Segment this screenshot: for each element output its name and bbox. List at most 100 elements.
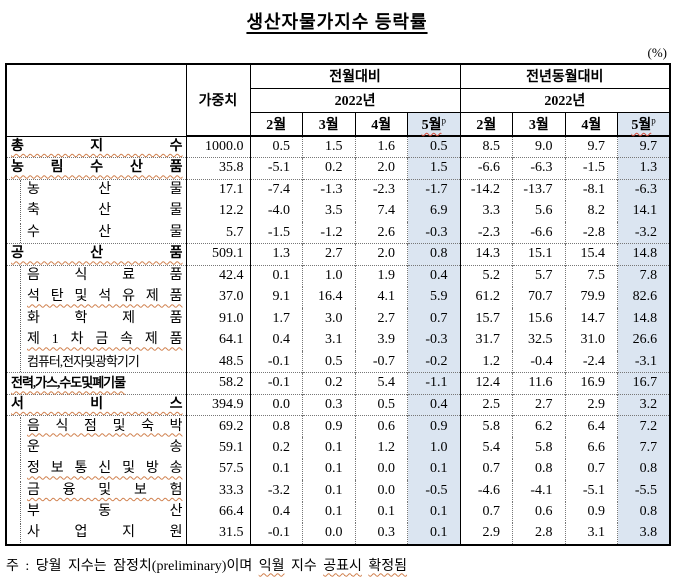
value-cell: 79.9: [564, 286, 618, 308]
value-cell: 2.9: [459, 523, 513, 545]
footnote-segment: 공표시: [323, 558, 362, 574]
value-cell: 0.5: [249, 136, 303, 158]
weight-cell: 64.1: [185, 329, 250, 351]
value-cell: 6.6: [564, 437, 618, 459]
category-label: 전력,가스,수도및폐기물: [11, 375, 126, 391]
value-cell: 0.2: [249, 437, 303, 459]
value-cell: -1.3: [302, 178, 355, 201]
value-cell: 7.5: [564, 264, 618, 287]
value-cell: 31.7: [459, 329, 513, 351]
value-cell: 31.0: [564, 329, 618, 351]
table-row: 총 지 수 1000.0 0.5 1.5 1.6 0.5 8.5 9.0 9.7 9.7: [6, 136, 671, 158]
value-cell: 0.8: [249, 415, 303, 437]
value-cell: 0.9: [302, 415, 355, 437]
value-cell: 6.9: [407, 200, 461, 222]
value-cell: 0.7: [564, 458, 618, 480]
value-cell: 5.9: [407, 286, 461, 308]
value-cell: 0.2: [302, 157, 355, 179]
value-cell: -13.7: [512, 178, 566, 201]
value-cell: 0.4: [249, 329, 303, 351]
weight-header: 가중치: [185, 63, 251, 137]
value-cell: -2.3: [354, 178, 408, 201]
table-row: 금 융 및 보 험 33.3 -3.2 0.1 0.0 -0.5 -4.6 -4.1 -5.1-…: [6, 480, 671, 502]
weight-cell: 58.2: [185, 372, 250, 394]
group-header-yoy: 전년동월대비: [459, 63, 671, 89]
value-cell: -4.1: [512, 480, 566, 502]
month-header: 2월: [459, 111, 514, 137]
value-cell: -0.1: [249, 372, 303, 394]
value-cell: 0.9: [407, 415, 461, 437]
value-cell: 0.3: [302, 393, 355, 416]
value-cell: 0.5: [407, 136, 461, 158]
value-cell: 0.8: [407, 243, 461, 265]
category-label: 축 산 물: [20, 201, 183, 222]
month-header: 3월: [512, 111, 566, 137]
weight-cell: 1000.0: [185, 136, 250, 158]
value-cell: -3.2: [617, 222, 671, 244]
category-label: 농 산 물: [20, 180, 183, 200]
value-cell: 0.7: [459, 458, 513, 480]
weight-cell: 394.9: [185, 393, 250, 416]
category-cell: 운 송: [6, 437, 186, 459]
month-header: 5월p: [617, 111, 671, 137]
value-cell: 26.6: [617, 329, 671, 351]
value-cell: 15.6: [512, 308, 566, 330]
month-header: 4월: [564, 111, 619, 137]
category-label: 공 산 품: [11, 246, 183, 262]
value-cell: 1.3: [249, 243, 303, 265]
value-cell: 32.5: [512, 329, 566, 351]
value-cell: 15.1: [512, 243, 566, 265]
value-cell: 3.5: [302, 200, 355, 222]
footnote-segment: 익월: [258, 558, 285, 574]
category-cell: 금 융 및 보 험: [6, 480, 186, 502]
table-header: 가중치 전월대비 전년동월대비 2022년 2022년 2월 3월 4월 5월p 2월 3…: [6, 63, 671, 137]
table-row: 화 학 제 품 91.0 1.7 3.0 2.7 0.7 15.7 15.6 14.7 14.8: [6, 308, 671, 330]
value-cell: -0.4: [512, 351, 566, 373]
value-cell: 2.8: [512, 523, 566, 545]
value-cell: -1.2: [302, 222, 355, 244]
page-title: 생산자물가지수 등락률: [246, 12, 428, 32]
value-cell: 1.5: [407, 157, 461, 179]
value-cell: 3.1: [302, 329, 355, 351]
group-header-mom: 전월대비: [249, 63, 461, 89]
category-label: 농 림 수 산 품: [11, 160, 183, 176]
value-cell: 0.1: [249, 458, 303, 480]
table-row: 공 산 품 509.1 1.3 2.7 2.0 0.8 14.3 15.1 15.4 14.8: [6, 243, 671, 265]
value-cell: -1.7: [407, 178, 461, 201]
value-cell: 1.9: [354, 264, 408, 287]
weight-cell: 91.0: [185, 308, 250, 330]
weight-cell: 59.1: [185, 437, 250, 459]
footnote: 주 : 당월 지수는 잠정치(preliminary)이며 익월 지수 공표시 …: [5, 555, 669, 575]
weight-cell: 57.5: [185, 458, 250, 480]
table-row: 정 보 통 신 및 방 송 57.5 0.1 0.1 0.0 0.1 0.7 0.8 0.7 0.…: [6, 458, 671, 480]
table-body: 총 지 수 1000.0 0.5 1.5 1.6 0.5 8.5 9.0 9.7 9.7 농 림 수…: [6, 136, 671, 545]
value-cell: 0.1: [302, 437, 355, 459]
value-cell: 0.1: [302, 458, 355, 480]
category-label: 총 지 수: [11, 138, 183, 154]
value-cell: 0.1: [407, 523, 461, 545]
value-cell: 2.7: [354, 308, 408, 330]
value-cell: 0.0: [354, 480, 408, 502]
category-cell: 수 산 물: [6, 222, 186, 244]
weight-cell: 42.4: [185, 264, 250, 287]
value-cell: -6.3: [512, 157, 566, 179]
ppi-table: 가중치 전월대비 전년동월대비 2022년 2022년 2월 3월 4월 5월p 2월 3…: [5, 63, 672, 546]
table-row: 수 산 물 5.7 -1.5 -1.2 2.6 -0.3 -2.3 -6.6 -2.8 -3.2: [6, 222, 671, 244]
corner-cell: [6, 63, 187, 137]
value-cell: -5.1: [564, 480, 618, 502]
value-cell: -2.4: [564, 351, 618, 373]
value-cell: -7.4: [249, 178, 303, 201]
value-cell: 2.0: [354, 243, 408, 265]
category-cell: 컴퓨터,전자및광학기기: [6, 351, 186, 373]
category-cell: 농 림 수 산 품: [6, 157, 186, 179]
month-header: 3월: [302, 111, 356, 137]
year-header-mom: 2022년: [249, 87, 461, 113]
value-cell: -0.1: [249, 351, 303, 373]
category-label: 정 보 통 신 및 방 송: [20, 459, 183, 480]
value-cell: -1.5: [564, 157, 618, 179]
value-cell: 0.6: [354, 415, 408, 437]
footnote-segment: 주 : 당월 지수는 잠정치(preliminary)이며: [6, 558, 259, 574]
value-cell: 0.0: [249, 393, 303, 416]
value-cell: 7.4: [354, 200, 408, 222]
value-cell: -6.3: [617, 178, 671, 201]
